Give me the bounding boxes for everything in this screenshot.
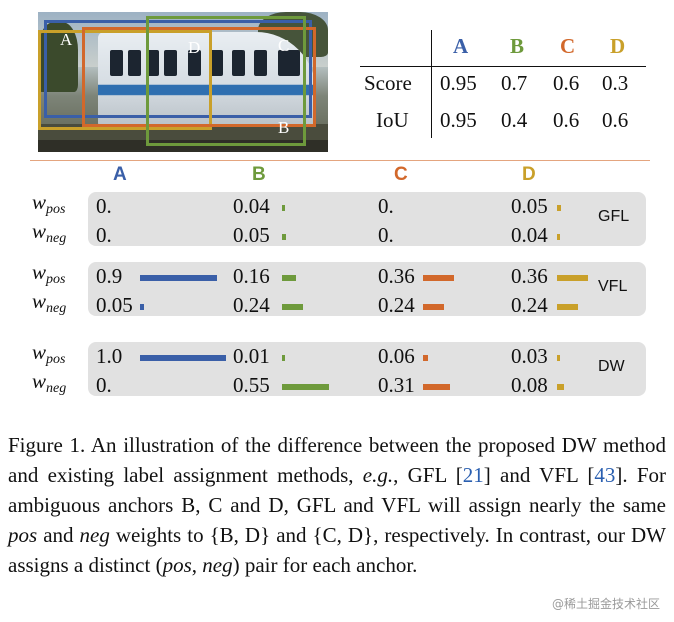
weight-bar [423,275,454,281]
method-panel-gfl [88,192,646,246]
method-label: GFL [598,208,630,225]
weight-bar [557,304,578,310]
method-label: DW [598,358,625,375]
weight-bar [423,304,444,310]
weight-label-pos: wpos [32,190,66,217]
weight-bar [423,384,450,390]
weight-bar [282,304,303,310]
citation-21[interactable]: 21 [462,463,484,487]
weight-label-pos: wpos [32,260,66,287]
weight-bar [282,384,329,390]
weight-value: 0.03 [511,344,548,368]
iou-a: 0.95 [440,108,477,132]
weight-bar [282,275,296,281]
anchor-box-c [82,27,316,127]
row-label-score: Score [364,71,412,95]
weight-value: 0.24 [511,293,548,317]
score-a: 0.95 [440,71,477,95]
anchor-label-c: C [278,36,290,55]
anchor-box-d [38,30,212,130]
anchor-label-d: D [188,38,201,57]
section-divider [30,160,650,161]
weight-bar [140,355,226,361]
score-c: 0.6 [553,71,580,95]
table-header-d: D [610,34,626,58]
citation-43[interactable]: 43 [594,463,616,487]
figure-caption: Figure 1. An illustration of the differe… [8,433,666,577]
weight-label-neg: wneg [32,289,67,316]
weight-bar [557,275,588,281]
weight-value: 0.01 [233,344,270,368]
iou-c: 0.6 [553,108,580,132]
weight-label-neg: wneg [32,369,67,396]
weight-bar [557,384,564,390]
table-header-c: C [560,34,576,58]
weight-value: 0.24 [378,293,415,317]
method-panel-dw [88,342,646,396]
weight-value: 0.36 [511,264,548,288]
weight-value: 0.16 [233,264,270,288]
weight-bar [140,304,144,310]
score-b: 0.7 [501,71,528,95]
weight-value: 0.05 [511,194,548,218]
weight-value: 0.04 [233,194,270,218]
method-label: VFL [598,278,628,295]
weight-bar [140,275,217,281]
tram-photo: A D C B [38,12,328,152]
weight-value: 0. [96,223,112,247]
score-iou-table: A B C D Score 0.95 0.7 0.6 0.3 IoU 0.95 … [360,30,646,138]
weight-value: 0. [378,223,394,247]
table-header-a: A [453,34,469,58]
score-d: 0.3 [602,71,629,95]
weight-value: 0.36 [378,264,415,288]
weight-value: 0.06 [378,344,415,368]
column-header-b: B [252,164,266,185]
weight-label-neg: wneg [32,219,67,246]
weight-bar [423,355,428,361]
weight-label-pos: wpos [32,340,66,367]
weight-value: 0.05 [96,293,133,317]
weight-bar [557,205,561,211]
weight-value: 0. [96,194,112,218]
anchor-box-b [146,16,306,146]
watermark: @稀土掘金技术社区 [551,597,660,611]
anchor-box-a [44,20,312,118]
weight-value: 0.24 [233,293,270,317]
anchor-label-a: A [60,30,73,49]
weight-value: 0.31 [378,373,415,397]
weight-value: 0.04 [511,223,548,247]
row-label-iou: IoU [376,108,409,132]
weight-bar [282,234,286,240]
method-panel-vfl [88,262,646,316]
weight-bar [282,205,285,211]
weight-bar [282,355,285,361]
iou-b: 0.4 [501,108,528,132]
column-header-d: D [522,164,536,185]
weight-value: 0.55 [233,373,270,397]
weight-bar [557,234,560,240]
weight-bar [557,355,560,361]
weight-value: 0. [378,194,394,218]
weight-value: 0.9 [96,264,123,288]
column-header-c: C [394,164,408,185]
table-header-b: B [510,34,525,58]
column-header-a: A [113,164,127,185]
weight-value: 0.05 [233,223,270,247]
weight-value: 1.0 [96,344,123,368]
tram [98,32,316,127]
iou-d: 0.6 [602,108,629,132]
anchor-label-b: B [278,118,290,137]
weight-value: 0. [96,373,112,397]
weight-value: 0.08 [511,373,548,397]
